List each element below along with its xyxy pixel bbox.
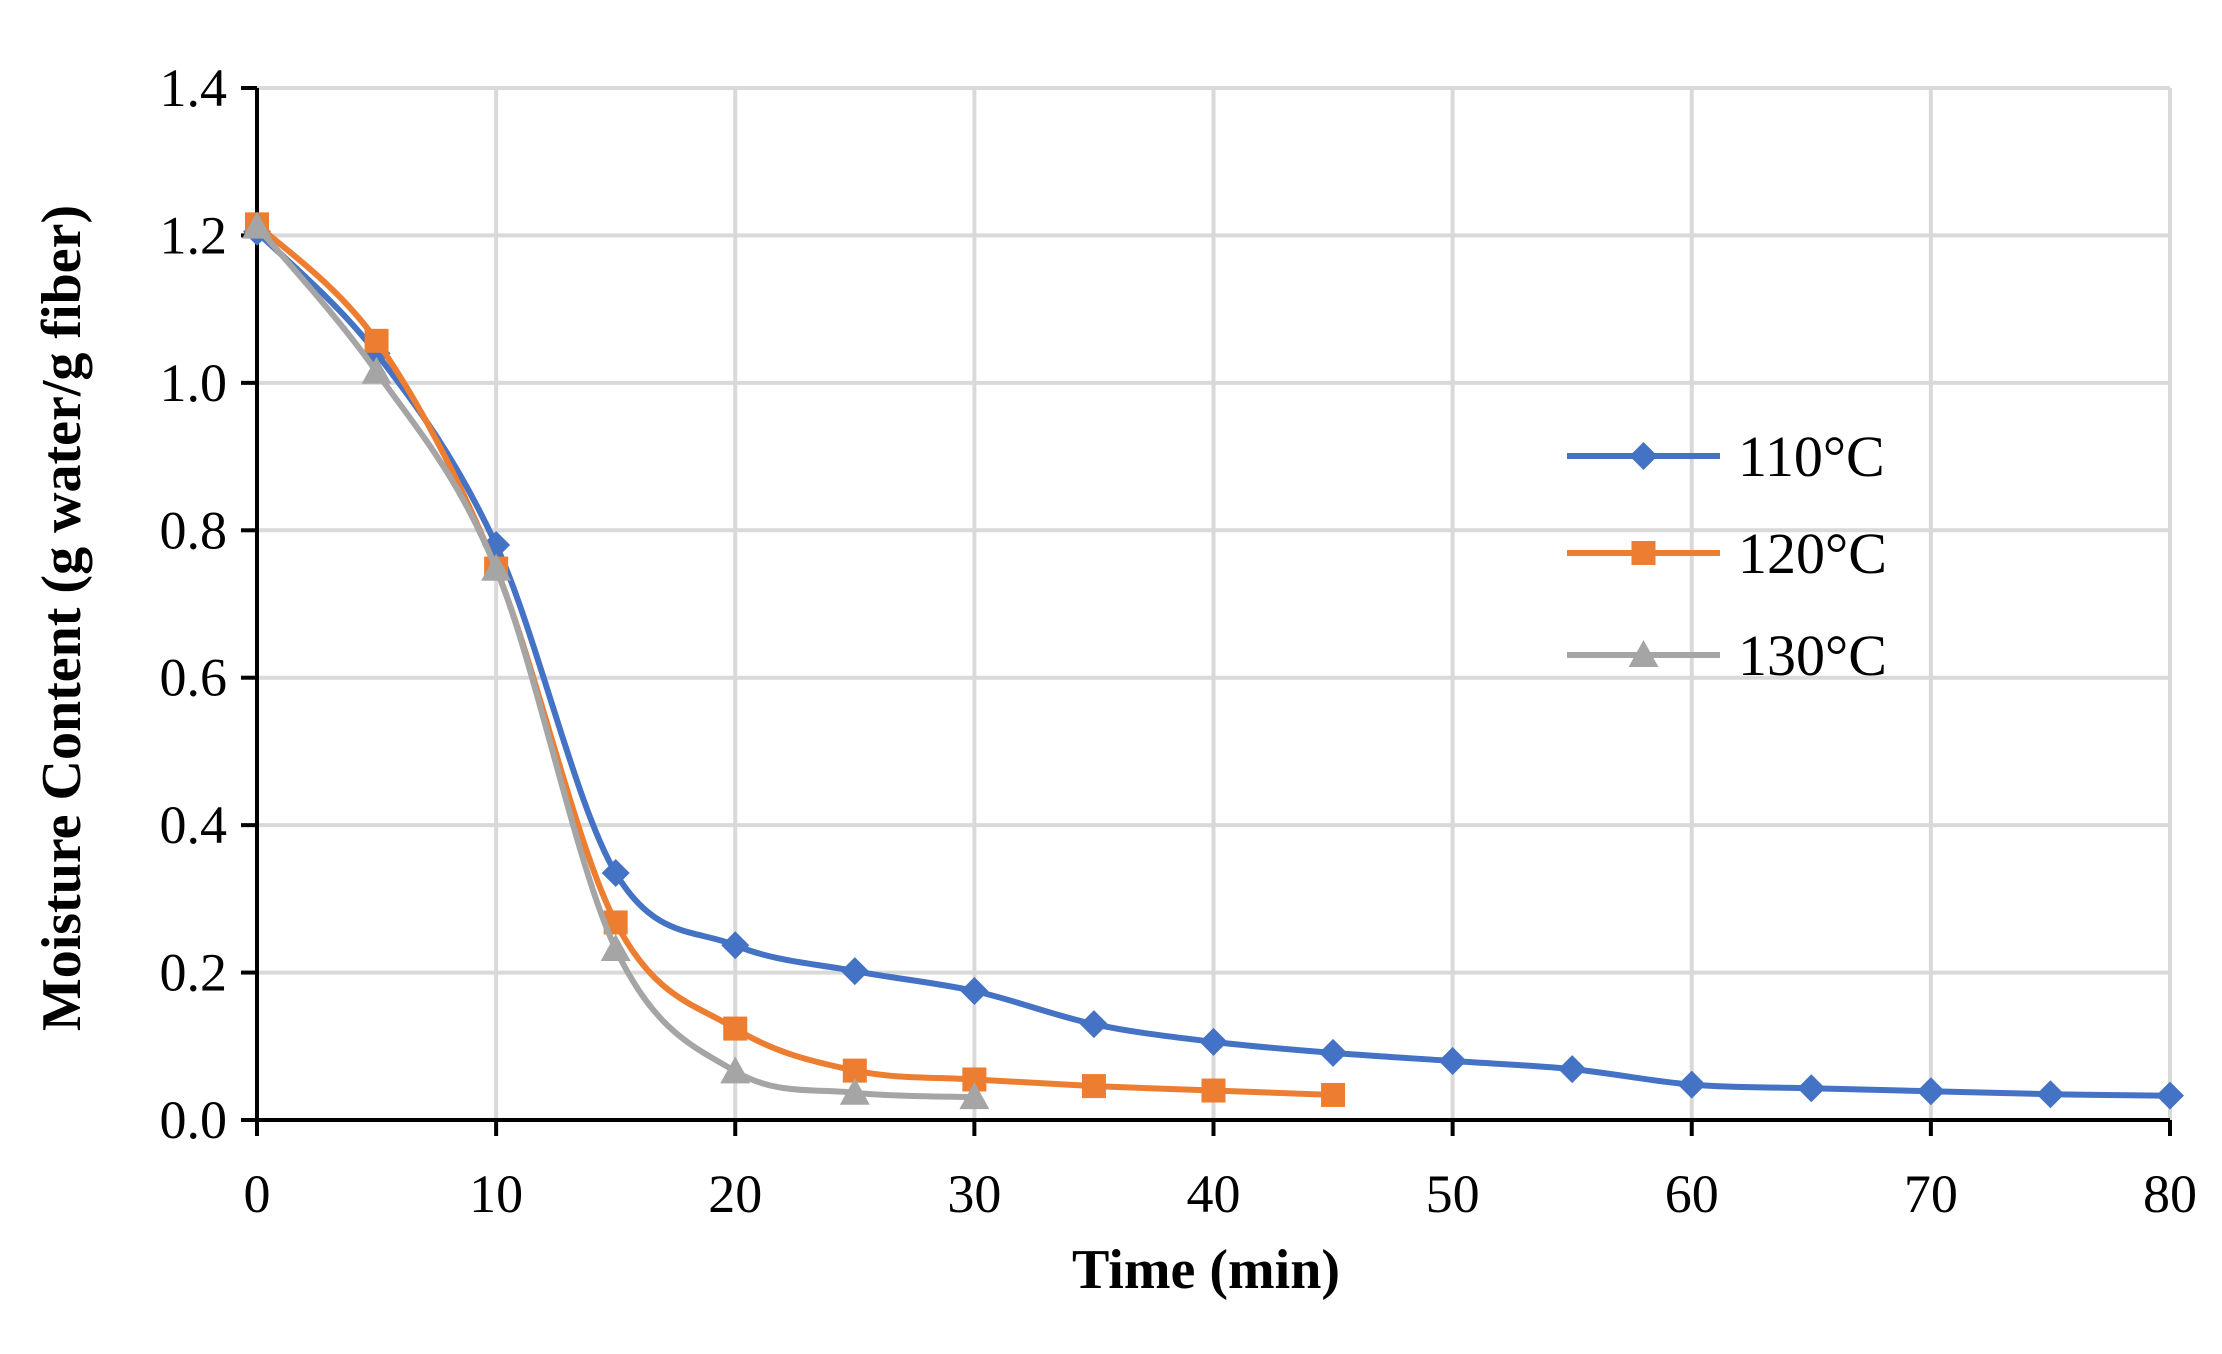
data-point (959, 1082, 990, 1110)
x-tick-label: 40 (1187, 1164, 1241, 1224)
y-tick-label: 1.0 (160, 353, 228, 413)
data-point (1916, 1077, 1945, 1106)
y-tick-label: 0.0 (160, 1090, 228, 1150)
x-axis-title: Time (min) (1072, 1239, 1340, 1301)
data-point (840, 957, 869, 986)
data-point (1438, 1047, 1467, 1076)
x-tick-label: 20 (708, 1164, 762, 1224)
data-point (720, 1056, 751, 1084)
data-point (2156, 1081, 2184, 1110)
x-tick-label: 50 (1426, 1164, 1480, 1224)
legend-item: 130°C (1567, 623, 1887, 688)
legend-label: 130°C (1738, 623, 1887, 688)
legend-marker (1629, 442, 1658, 470)
y-tick-label: 1.4 (160, 58, 228, 118)
data-point (601, 859, 630, 888)
data-point (839, 1077, 870, 1105)
legend-item: 110°C (1567, 424, 1885, 489)
x-tick-label: 60 (1665, 1164, 1719, 1224)
legend-label: 110°C (1738, 424, 1885, 489)
data-point (600, 933, 631, 961)
series-line (254, 221, 1337, 1098)
y-tick-label: 0.4 (160, 795, 228, 855)
y-tick-label: 0.6 (160, 648, 228, 708)
x-tick-label: 70 (1904, 1164, 1958, 1224)
legend-marker (1628, 640, 1659, 667)
x-tick-label: 80 (2143, 1164, 2197, 1224)
data-point (721, 931, 750, 960)
data-point (481, 553, 512, 581)
legend: 110°C 120°C 130°C (1567, 424, 1887, 688)
x-tick-label: 30 (947, 1164, 1001, 1224)
y-tick-label: 1.2 (160, 205, 228, 265)
legend-item: 120°C (1567, 521, 1887, 586)
data-point (361, 356, 392, 384)
data-point (364, 328, 389, 353)
legend-marker (1631, 541, 1656, 565)
grid (257, 86, 2172, 1120)
axes (241, 86, 2172, 1136)
x-tick-label: 0 (244, 1164, 271, 1224)
data-point (723, 1016, 748, 1041)
series-1 (245, 212, 1346, 1107)
data-point (1081, 1074, 1106, 1099)
data-point (1558, 1055, 1587, 1084)
y-axis-title: Moisture Content (g water/g fiber) (31, 205, 93, 1031)
series-2 (242, 211, 990, 1110)
data-point (1797, 1074, 1826, 1103)
x-tick-label: 10 (469, 1164, 523, 1224)
tick-labels: 0.0 0.2 0.4 0.6 0.8 1.0 1.2 1.4 0 10 20 30 40 50 60 70 8… (160, 58, 2198, 1224)
data-point (242, 211, 272, 239)
data-point (960, 977, 989, 1005)
data-point (1201, 1078, 1226, 1103)
legend-label: 120°C (1738, 521, 1887, 586)
data-point (2036, 1080, 2065, 1109)
data-point (1677, 1070, 1706, 1099)
data-point (1319, 1038, 1348, 1067)
series-line (254, 223, 978, 1101)
data-point (1199, 1027, 1228, 1056)
series-lines (242, 211, 2184, 1110)
y-tick-label: 0.8 (160, 500, 228, 560)
y-tick-label: 0.2 (160, 943, 228, 1003)
data-point (1321, 1082, 1346, 1107)
data-point (1079, 1010, 1108, 1039)
